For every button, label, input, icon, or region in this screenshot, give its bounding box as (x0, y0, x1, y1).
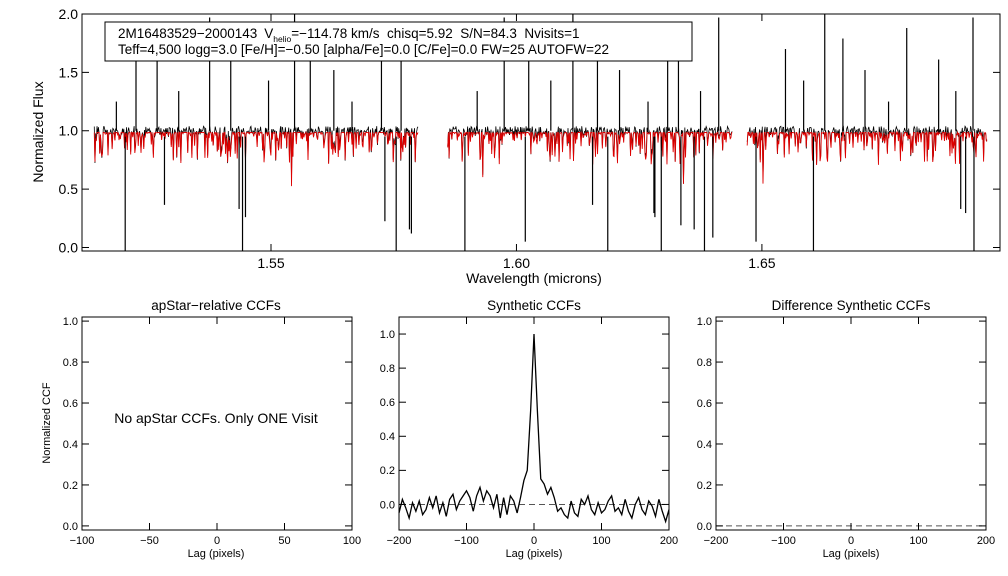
apstar-ccf-ticks: −100 −50 0 50 100 0.0 0.2 0.4 0.6 0.8 1.0 (63, 316, 361, 547)
apstar-ccf-xtick-label: 0 (214, 535, 220, 547)
spectrum-xtick-label: 1.60 (503, 255, 530, 271)
difference-ccf-xtick-label: −200 (704, 535, 729, 547)
apstar-ccf-ylabel: Normalized CCF (41, 382, 53, 464)
apstar-ccf-xtick-label: 100 (343, 535, 361, 547)
synthetic-ccf-title: Synthetic CCFs (487, 298, 581, 313)
synthetic-ccf-xtick-label: −100 (454, 535, 479, 547)
apstar-ccf-xtick-label: −100 (70, 535, 95, 547)
difference-ccf-ytick-label: 0.8 (697, 357, 712, 369)
info-line-2: Teff=4,500 logg=3.0 [Fe/H]=−0.50 [alpha/… (118, 42, 609, 57)
spectrum-xtick-label: 1.55 (257, 255, 284, 271)
apstar-ccf-panel: apStar−relative CCFs −100 −50 0 50 100 0.0 0.2… (41, 298, 361, 560)
synthetic-ccf-line (398, 334, 670, 524)
synthetic-ccf-ytick-label: 1.0 (380, 329, 395, 341)
spectrum-axes-frame (81, 13, 1001, 252)
spectrum-ytick-label: 1.5 (59, 64, 79, 80)
apstar-ccf-ytick-label: 0.6 (63, 398, 78, 410)
spectrum-panel: 1.55 1.60 1.65 0.0 0.5 1.0 1.5 2.0 2M16483529−2… (30, 6, 1001, 286)
difference-ccf-title: Difference Synthetic CCFs (772, 298, 931, 313)
apstar-ccf-xtick-label: 50 (278, 535, 290, 547)
synthetic-ccf-xtick-label: 200 (660, 535, 678, 547)
difference-ccf-xtick-label: −100 (771, 535, 796, 547)
difference-ccf-xtick-label: 200 (977, 535, 995, 547)
difference-ccf-ytick-label: 0.4 (697, 439, 712, 451)
spectrum-ytick-label: 1.0 (59, 123, 79, 139)
spectrum-xtick-label: 1.65 (748, 255, 775, 271)
apstar-ccf-ytick-label: 0.4 (63, 439, 78, 451)
synthetic-ccf-panel: Synthetic CCFs −200 −100 0 100 200 0.0 0.2 0.4 0… (380, 298, 678, 560)
info-line-1-values: =−114.78 km/s chisq=5.92 S/N=84.3 Nvisit… (291, 26, 579, 41)
apstar-ccf-ytick-label: 0.2 (63, 480, 78, 492)
apstar-ccf-ytick-label: 1.0 (63, 316, 78, 328)
synthetic-ccf-ytick-label: 0.2 (380, 465, 395, 477)
synthetic-ccf-ytick-label: 0.0 (380, 499, 395, 511)
difference-ccf-xtick-label: 100 (909, 535, 927, 547)
info-star-id: 2M16483529−2000143 (118, 26, 257, 41)
synthetic-ccf-axes-frame (398, 316, 670, 531)
spectrum-ticks: 1.55 1.60 1.65 0.0 0.5 1.0 1.5 2.0 (59, 6, 1000, 271)
info-line-1: 2M16483529−2000143 Vhelio=−114.78 km/s ch… (118, 26, 580, 44)
difference-ccf-xlabel: Lag (pixels) (823, 548, 880, 560)
spectrum-ytick-label: 0.0 (59, 239, 79, 255)
apstar-ccf-ytick-label: 0.0 (63, 521, 78, 533)
difference-ccf-ytick-label: 0.2 (697, 480, 712, 492)
apstar-ccf-xlabel: Lag (pixels) (188, 548, 245, 560)
spectrum-ylabel: Normalized Flux (30, 81, 46, 182)
apstar-ccf-ytick-label: 0.8 (63, 357, 78, 369)
spectrum-ytick-label: 0.5 (59, 181, 79, 197)
info-vhelio-subscript: helio (273, 34, 291, 44)
synthetic-ccf-ytick-label: 0.4 (380, 431, 395, 443)
difference-ccf-ticks: −200 −100 0 100 200 0.0 0.2 0.4 0.6 0.8 1.0 (697, 316, 995, 547)
synthetic-ccf-ticks: −200 −100 0 100 200 0.0 0.2 0.4 0.6 0.8 1.0 (380, 317, 678, 547)
difference-ccf-ytick-label: 0.6 (697, 398, 712, 410)
difference-ccf-ytick-label: 0.0 (697, 521, 712, 533)
difference-ccf-ytick-label: 1.0 (697, 316, 712, 328)
spectrum-ytick-label: 2.0 (59, 6, 79, 22)
apstar-ccf-xtick-label: −50 (140, 535, 159, 547)
spectrum-xlabel: Wavelength (microns) (466, 270, 602, 286)
info-vhelio-symbol: V (264, 26, 273, 41)
apstar-ccf-annotation: No apStar CCFs. Only ONE Visit (114, 410, 318, 426)
spectrum-info-box: 2M16483529−2000143 Vhelio=−114.78 km/s ch… (104, 21, 693, 62)
info-box-frame (104, 21, 693, 62)
apstar-ccf-title: apStar−relative CCFs (151, 298, 281, 313)
synthetic-ccf-ytick-label: 0.8 (380, 363, 395, 375)
synthetic-ccf-xtick-label: 0 (531, 535, 537, 547)
synthetic-ccf-xlabel: Lag (pixels) (506, 548, 563, 560)
synthetic-ccf-xtick-label: 100 (592, 535, 610, 547)
difference-ccf-xtick-label: 0 (848, 535, 854, 547)
synthetic-ccf-plot-area (398, 334, 670, 524)
difference-ccf-axes-frame (715, 316, 987, 531)
model-spectrum-line (93, 130, 988, 187)
synthetic-ccf-ytick-label: 0.6 (380, 397, 395, 409)
difference-ccf-panel: Difference Synthetic CCFs −200 −100 0 100 20… (697, 298, 995, 560)
synthetic-ccf-xtick-label: −200 (387, 535, 412, 547)
